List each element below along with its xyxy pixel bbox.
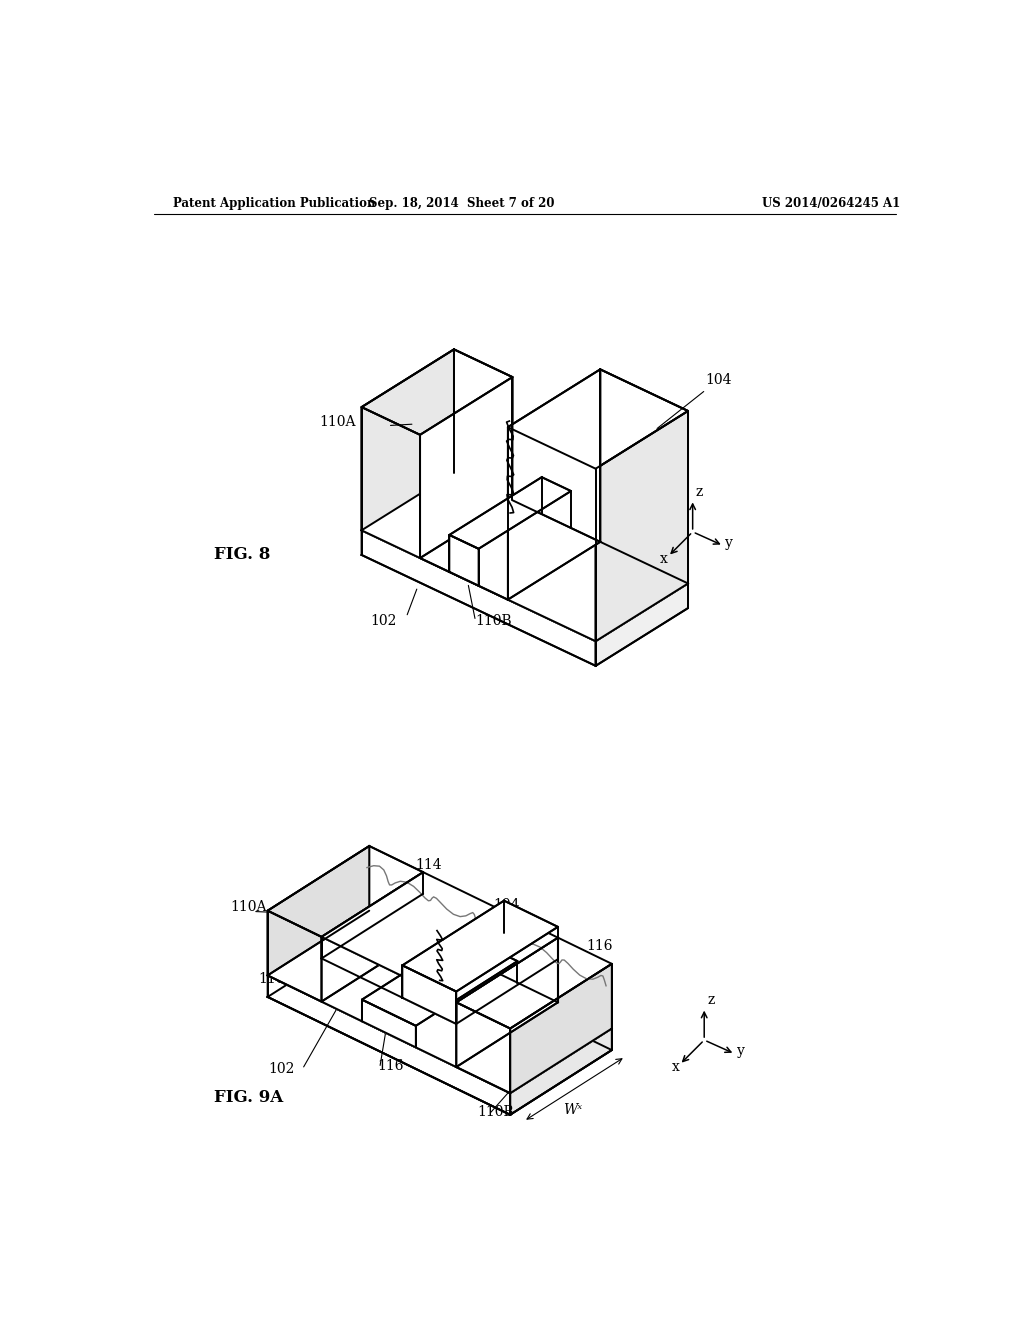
Polygon shape xyxy=(402,965,457,1024)
Polygon shape xyxy=(508,428,596,642)
Text: 116: 116 xyxy=(378,1059,403,1073)
Text: Patent Application Publication: Patent Application Publication xyxy=(173,197,376,210)
Text: 116: 116 xyxy=(534,533,560,548)
Polygon shape xyxy=(402,900,558,991)
Text: 114: 114 xyxy=(529,461,556,474)
Polygon shape xyxy=(361,350,454,531)
Polygon shape xyxy=(600,370,688,583)
Text: 110B: 110B xyxy=(477,1105,514,1119)
Text: Wʸ: Wʸ xyxy=(552,969,571,983)
Text: 110A: 110A xyxy=(230,900,266,915)
Polygon shape xyxy=(508,370,688,469)
Polygon shape xyxy=(361,407,420,558)
Text: 102: 102 xyxy=(268,1063,295,1076)
Polygon shape xyxy=(361,350,512,434)
Text: FIG. 9A: FIG. 9A xyxy=(214,1089,283,1106)
Text: Sep. 18, 2014  Sheet 7 of 20: Sep. 18, 2014 Sheet 7 of 20 xyxy=(369,197,554,210)
Text: x: x xyxy=(660,552,669,566)
Text: 104: 104 xyxy=(657,374,731,429)
Text: z: z xyxy=(708,993,715,1007)
Polygon shape xyxy=(267,975,510,1114)
Polygon shape xyxy=(361,935,517,1026)
Polygon shape xyxy=(596,583,688,665)
Text: 114: 114 xyxy=(371,880,397,894)
Polygon shape xyxy=(361,999,416,1047)
Polygon shape xyxy=(420,500,600,599)
Polygon shape xyxy=(267,932,611,1114)
Polygon shape xyxy=(450,478,571,549)
Polygon shape xyxy=(508,370,600,599)
Polygon shape xyxy=(510,1028,611,1114)
Text: 114: 114 xyxy=(452,956,478,969)
Polygon shape xyxy=(420,378,512,558)
Polygon shape xyxy=(322,873,423,1002)
Polygon shape xyxy=(322,937,558,1067)
Text: y: y xyxy=(736,1044,744,1059)
Polygon shape xyxy=(361,531,596,665)
Text: 102: 102 xyxy=(371,614,397,628)
Text: x: x xyxy=(672,1060,680,1074)
Polygon shape xyxy=(596,411,688,642)
Text: FIG. 8: FIG. 8 xyxy=(214,545,270,562)
Polygon shape xyxy=(450,535,478,586)
Text: US 2014/0264245 A1: US 2014/0264245 A1 xyxy=(762,197,900,210)
Polygon shape xyxy=(454,350,512,500)
Polygon shape xyxy=(267,911,611,1093)
Polygon shape xyxy=(267,911,322,1002)
Polygon shape xyxy=(322,873,558,1002)
Polygon shape xyxy=(361,473,688,642)
Text: 114: 114 xyxy=(415,858,441,873)
Text: 116: 116 xyxy=(587,939,613,953)
Text: 114: 114 xyxy=(583,962,609,975)
Text: y: y xyxy=(725,536,733,550)
Polygon shape xyxy=(267,846,423,937)
Text: 140B: 140B xyxy=(509,925,546,940)
Text: 140A: 140A xyxy=(417,999,453,1014)
Text: Wˣ: Wˣ xyxy=(563,1104,582,1117)
Text: 116: 116 xyxy=(258,973,285,986)
Text: z: z xyxy=(695,484,703,499)
Polygon shape xyxy=(322,937,457,1024)
Polygon shape xyxy=(267,846,370,975)
Text: 110B: 110B xyxy=(475,614,512,628)
Polygon shape xyxy=(510,964,611,1093)
Polygon shape xyxy=(457,1002,510,1093)
Text: 110A: 110A xyxy=(318,414,355,429)
Polygon shape xyxy=(457,937,611,1028)
Polygon shape xyxy=(457,937,558,1067)
Text: 104: 104 xyxy=(494,898,520,912)
